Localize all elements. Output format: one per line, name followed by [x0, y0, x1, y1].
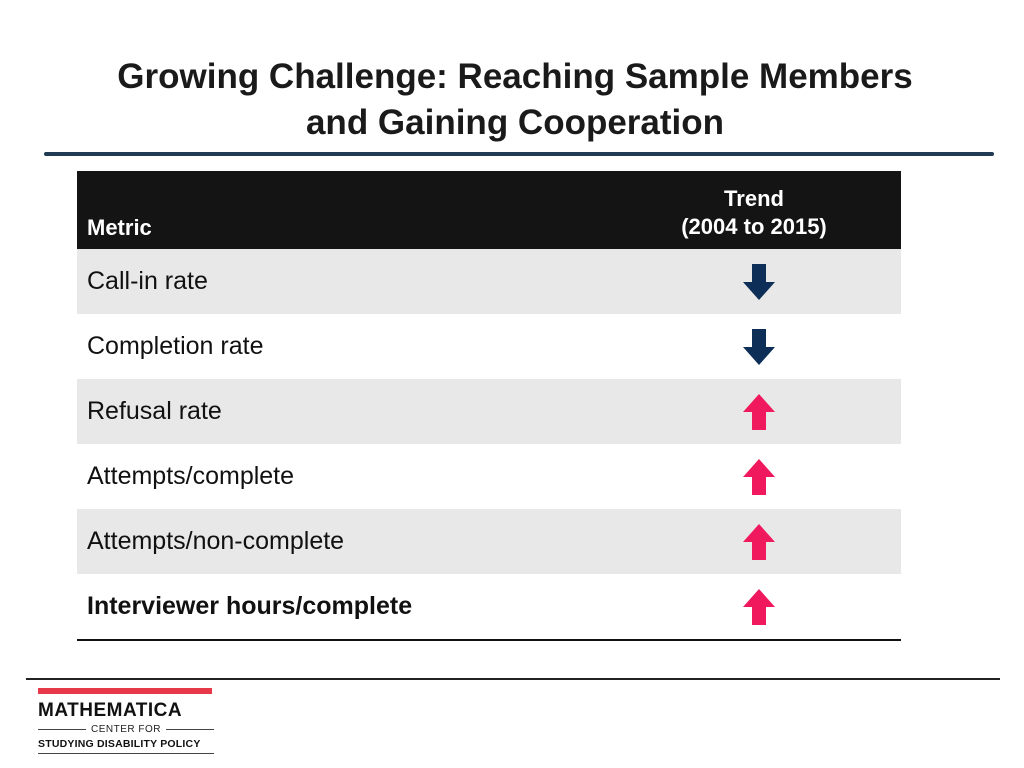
metric-cell: Completion rate — [77, 314, 617, 379]
arrow-up-shape — [743, 458, 775, 495]
trend-cell — [617, 249, 901, 314]
slide-title: Growing Challenge: Reaching Sample Membe… — [40, 54, 990, 146]
header-trend-range: (2004 to 2015) — [681, 214, 827, 239]
table-row: Completion rate — [77, 314, 901, 379]
arrow-up-icon — [743, 523, 775, 560]
table-row: Attempts/non-complete — [77, 509, 901, 574]
metric-cell: Call-in rate — [77, 249, 617, 314]
header-trend: Trend (2004 to 2015) — [617, 171, 901, 249]
arrow-up-icon — [743, 588, 775, 625]
arrow-up-shape — [743, 523, 775, 560]
slide-title-line1: Growing Challenge: Reaching Sample Membe… — [117, 57, 913, 96]
mathematica-logo: MATHEMATICA CENTER FOR STUDYING DISABILI… — [38, 688, 214, 754]
arrow-down-icon — [743, 263, 775, 300]
table-row: Call-in rate — [77, 249, 901, 314]
logo-center-text: CENTER FOR — [91, 724, 161, 735]
trend-cell — [617, 314, 901, 379]
table-row: Interviewer hours/complete — [77, 574, 901, 641]
title-divider — [44, 152, 994, 156]
logo-accent-bar — [38, 688, 212, 694]
logo-rule-right — [166, 729, 214, 730]
trend-cell — [617, 574, 901, 641]
trend-cell — [617, 444, 901, 509]
metric-cell: Refusal rate — [77, 379, 617, 444]
table-header-row: Metric Trend (2004 to 2015) — [77, 171, 901, 249]
metric-cell: Attempts/non-complete — [77, 509, 617, 574]
trend-cell — [617, 379, 901, 444]
metric-cell: Interviewer hours/complete — [77, 574, 617, 641]
trend-cell — [617, 509, 901, 574]
logo-rule-left — [38, 729, 86, 730]
metric-cell: Attempts/complete — [77, 444, 617, 509]
logo-name: MATHEMATICA — [38, 700, 183, 721]
arrow-up-icon — [743, 393, 775, 430]
header-metric: Metric — [77, 171, 617, 249]
arrow-up-shape — [743, 588, 775, 625]
footer-divider — [26, 678, 1000, 680]
logo-center-line: CENTER FOR — [38, 724, 214, 735]
slide-title-line2: and Gaining Cooperation — [305, 103, 725, 142]
arrow-down-shape — [743, 263, 775, 300]
table-row: Refusal rate — [77, 379, 901, 444]
arrow-up-shape — [743, 393, 775, 430]
arrow-down-icon — [743, 328, 775, 365]
metrics-table: Metric Trend (2004 to 2015) Call-in rate… — [77, 171, 901, 641]
arrow-down-shape — [743, 328, 775, 365]
logo-subtitle: STUDYING DISABILITY POLICY — [38, 738, 214, 754]
arrow-up-icon — [743, 458, 775, 495]
table-row: Attempts/complete — [77, 444, 901, 509]
header-trend-label: Trend — [724, 186, 784, 211]
